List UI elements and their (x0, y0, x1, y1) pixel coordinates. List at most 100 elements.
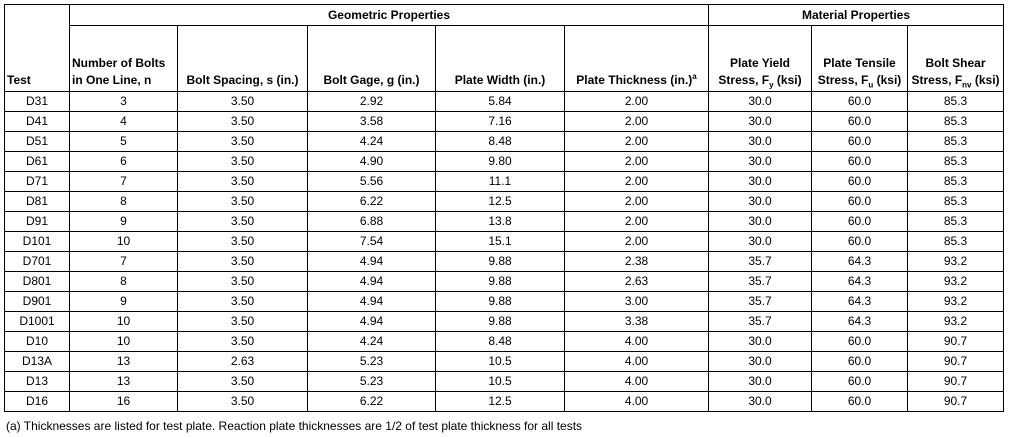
fy-cell: 30.0 (708, 351, 812, 372)
fu-cell: 60.0 (811, 211, 908, 232)
gage-cell: 4.94 (307, 251, 436, 272)
fnv-cell: 90.7 (907, 371, 1004, 392)
fnv-cell: 85.3 (907, 111, 1004, 132)
fy-header-post: (ksi) (773, 73, 802, 87)
test-id-cell: D13 (4, 371, 70, 392)
spacing-cell: 3.50 (177, 311, 308, 332)
spacing-cell: 3.50 (177, 331, 308, 352)
fy-cell: 30.0 (708, 191, 812, 212)
gage-column-header: Bolt Gage, g (in.) (307, 25, 436, 92)
bolts-cell: 5 (69, 131, 178, 152)
width-cell: 9.88 (435, 291, 565, 312)
fnv-cell: 93.2 (907, 251, 1004, 272)
fy-cell: 30.0 (708, 331, 812, 352)
spacing-cell: 3.50 (177, 271, 308, 292)
test-id-cell: D16 (4, 391, 70, 412)
fu-cell: 64.3 (811, 311, 908, 332)
fy-cell: 30.0 (708, 231, 812, 252)
bolts-cell: 16 (69, 391, 178, 412)
test-id-cell: D701 (4, 251, 70, 272)
spacing-cell: 3.50 (177, 111, 308, 132)
thickness-cell: 3.38 (564, 311, 709, 332)
spacing-cell: 3.50 (177, 131, 308, 152)
thickness-footnote-marker: a (692, 72, 697, 81)
bolts-column-header: Number of Bolts in One Line, n (69, 25, 178, 92)
test-id-cell: D61 (4, 151, 70, 172)
fnv-cell: 85.3 (907, 211, 1004, 232)
fnv-header-pre: Stress, F (911, 73, 963, 87)
thickness-cell: 2.63 (564, 271, 709, 292)
width-cell: 11.1 (435, 171, 565, 192)
table-row: D31 3 3.50 2.92 5.84 2.00 30.0 60.0 85.3 (4, 91, 1004, 112)
thickness-column-header: Plate Thickness (in.)a (564, 25, 709, 92)
fu-cell: 64.3 (811, 251, 908, 272)
thickness-cell: 3.00 (564, 291, 709, 312)
gage-cell: 7.54 (307, 231, 436, 252)
test-header-stub (4, 4, 70, 26)
thickness-header-text: Plate Thickness (in.) (576, 73, 693, 87)
fy-cell: 30.0 (708, 151, 812, 172)
table-row: D101 10 3.50 7.54 15.1 2.00 30.0 60.0 85.3 (4, 231, 1004, 252)
table-row: D81 8 3.50 6.22 12.5 2.00 30.0 60.0 85.3 (4, 191, 1004, 212)
bolts-header-line1: Number of Bolts (72, 56, 166, 70)
width-cell: 12.5 (435, 391, 565, 412)
thickness-cell: 2.00 (564, 91, 709, 112)
gage-cell: 4.24 (307, 131, 436, 152)
group-header-row: Geometric Properties Material Properties (4, 4, 1004, 26)
table-row: D41 4 3.50 3.58 7.16 2.00 30.0 60.0 85.3 (4, 111, 1004, 132)
fnv-cell: 85.3 (907, 191, 1004, 212)
fnv-cell: 85.3 (907, 131, 1004, 152)
bolts-header-line2: in One Line, n (72, 73, 152, 87)
bolts-cell: 10 (69, 331, 178, 352)
fnv-cell: 85.3 (907, 171, 1004, 192)
gage-cell: 6.88 (307, 211, 436, 232)
fu-cell: 60.0 (811, 371, 908, 392)
spacing-cell: 3.50 (177, 191, 308, 212)
thickness-cell: 4.00 (564, 371, 709, 392)
fu-cell: 60.0 (811, 151, 908, 172)
spacing-cell: 3.50 (177, 171, 308, 192)
fu-cell: 64.3 (811, 291, 908, 312)
width-cell: 12.5 (435, 191, 565, 212)
bolts-cell: 10 (69, 231, 178, 252)
bolts-cell: 3 (69, 91, 178, 112)
fu-header-line1: Plate Tensile (823, 56, 896, 70)
bolts-cell: 8 (69, 191, 178, 212)
width-cell: 9.88 (435, 311, 565, 332)
table-row: D701 7 3.50 4.94 9.88 2.38 35.7 64.3 93.2 (4, 251, 1004, 272)
gage-cell: 5.23 (307, 371, 436, 392)
fnv-cell: 85.3 (907, 231, 1004, 252)
gage-cell: 6.22 (307, 191, 436, 212)
table-row: D1001 10 3.50 4.94 9.88 3.38 35.7 64.3 93.2 (4, 311, 1004, 332)
fnv-cell: 90.7 (907, 391, 1004, 412)
bolts-cell: 9 (69, 291, 178, 312)
fy-cell: 30.0 (708, 391, 812, 412)
thickness-cell: 2.00 (564, 191, 709, 212)
fnv-header-sub: nv (962, 80, 972, 90)
table-container: Geometric Properties Material Properties… (4, 4, 1004, 412)
thickness-cell: 2.00 (564, 131, 709, 152)
fu-cell: 60.0 (811, 351, 908, 372)
thickness-cell: 2.00 (564, 151, 709, 172)
bolts-cell: 9 (69, 211, 178, 232)
table-row: D16 16 3.50 6.22 12.5 4.00 30.0 60.0 90.7 (4, 391, 1004, 412)
thickness-cell: 2.00 (564, 111, 709, 132)
table-row: D10 10 3.50 4.24 8.48 4.00 30.0 60.0 90.7 (4, 331, 1004, 352)
fy-cell: 35.7 (708, 311, 812, 332)
table-row: D91 9 3.50 6.88 13.8 2.00 30.0 60.0 85.3 (4, 211, 1004, 232)
spacing-cell: 2.63 (177, 351, 308, 372)
material-properties-header: Material Properties (708, 4, 1004, 26)
fy-cell: 30.0 (708, 211, 812, 232)
test-id-cell: D901 (4, 291, 70, 312)
fy-cell: 35.7 (708, 251, 812, 272)
width-cell: 8.48 (435, 131, 565, 152)
bolts-cell: 13 (69, 351, 178, 372)
spacing-cell: 3.50 (177, 371, 308, 392)
test-column-header: Test (4, 25, 70, 92)
width-cell: 15.1 (435, 231, 565, 252)
bolts-cell: 4 (69, 111, 178, 132)
bolts-cell: 10 (69, 311, 178, 332)
fy-column-header: Plate Yield Stress, Fy (ksi) (708, 25, 812, 92)
gage-cell: 4.94 (307, 271, 436, 292)
test-id-cell: D10 (4, 331, 70, 352)
